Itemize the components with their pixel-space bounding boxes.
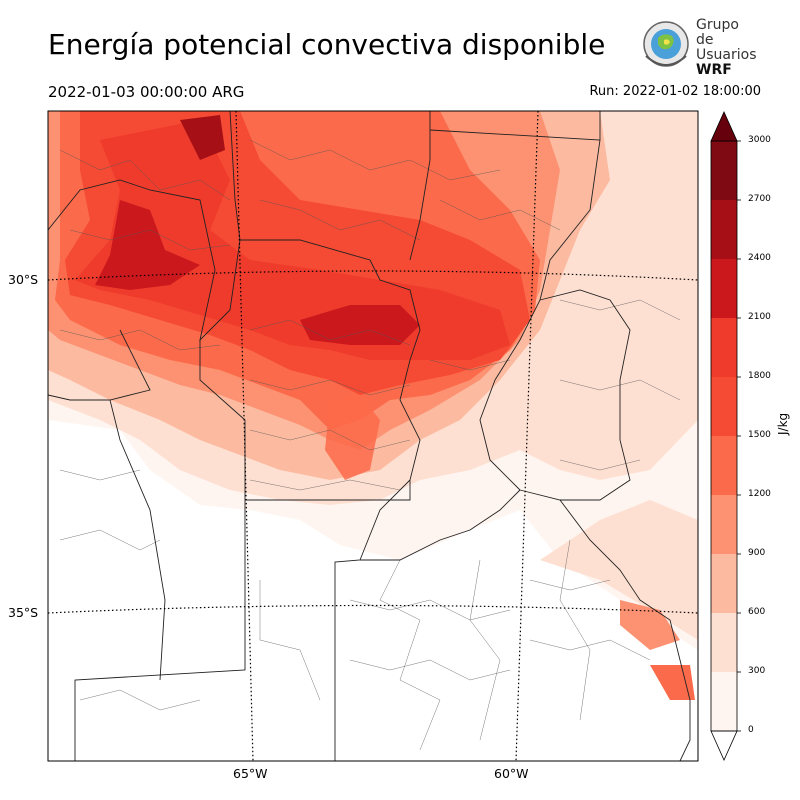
logo-line2: Usuarios [696,47,757,63]
wrf-group-logo: Grupo de Usuarios WRF [638,14,758,78]
colorbar-tick-label: 2100 [748,312,771,322]
latitude-label-30s: 30°S [8,272,39,287]
logo-line1: Grupo de [696,17,739,48]
colorbar [710,111,741,761]
colorbar-swatch [711,554,737,613]
colorbar-swatch [711,436,737,495]
colorbar-extend-min [710,730,738,761]
latitude-label-35s: 35°S [8,605,39,620]
colorbar-tick-label: 1800 [748,371,771,381]
logo-line3: WRF [696,62,732,78]
longitude-label-65w: 65°W [233,766,268,781]
map-title: Energía potencial convectiva disponible [48,28,606,61]
colorbar-tick-marks [737,140,741,732]
colorbar-tick-label: 300 [748,666,766,676]
colorbar-tick-label: 900 [748,548,766,558]
colorbar-swatch [711,200,737,259]
colorbar-swatches [711,141,737,731]
cape-field [48,111,698,761]
colorbar-swatch [711,141,737,200]
graticule [48,111,698,761]
colorbar-extend-max [710,111,738,142]
colorbar-swatch [711,672,737,731]
province-boundaries [48,111,691,761]
run-time: Run: 2022-01-02 18:00:00 [589,84,761,99]
valid-time: 2022-01-03 00:00:00 ARG [48,83,245,101]
colorbar-tick-label: 2700 [748,194,771,204]
colorbar-swatch [711,613,737,672]
globe-icon [643,21,689,67]
colorbar-tick-label: 1200 [748,489,771,499]
colorbar-swatch [711,318,737,377]
colorbar-swatch [711,259,737,318]
longitude-label-60w: 60°W [494,766,529,781]
department-boundaries [59,139,681,751]
map-frame [47,110,699,762]
colorbar-tick-label: 600 [748,607,766,617]
colorbar-tick-label: 3000 [748,135,771,145]
colorbar-tick-label: 2400 [748,253,771,263]
colorbar-tick-label: 0 [748,725,754,735]
colorbar-tick-label: 1500 [748,430,771,440]
colorbar-swatch [711,377,737,436]
colorbar-unit-label: J/kg [776,412,790,435]
colorbar-swatch [711,495,737,554]
